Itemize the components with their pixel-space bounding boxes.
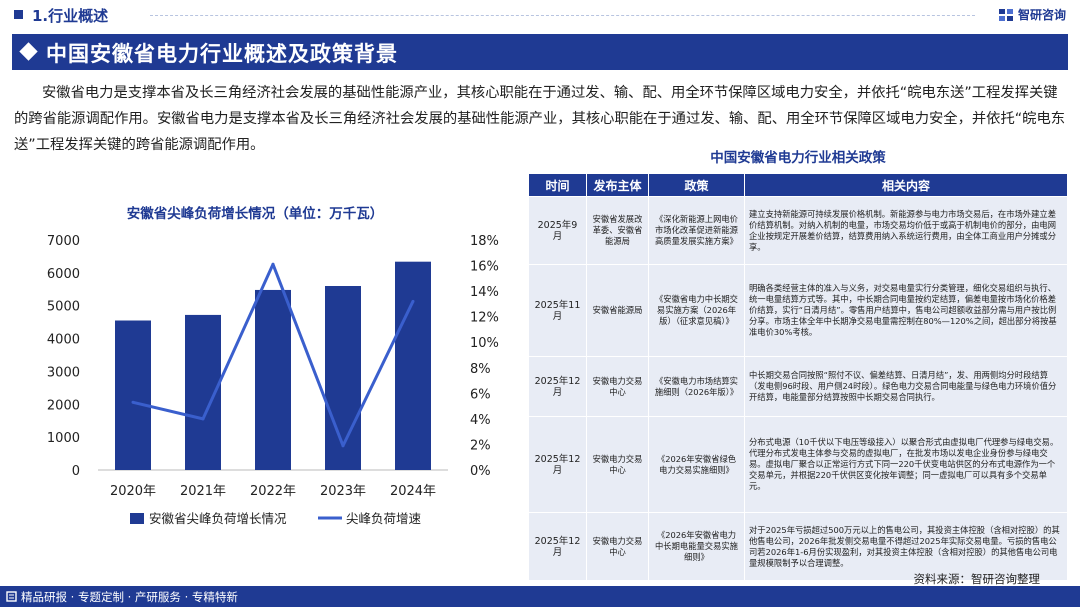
policy-issuer: 安徽电力交易中心 — [586, 512, 649, 581]
y-right-tick-label: 8% — [470, 362, 491, 377]
title-banner: 中国安徽省电力行业概述及政策背景 — [12, 34, 1068, 70]
y-right-tick-label: 14% — [470, 285, 499, 300]
page-title: 中国安徽省电力行业概述及政策背景 — [46, 42, 398, 66]
legend-bar-label: 安徽省尖峰负荷增长情况 — [149, 511, 287, 526]
policy-table: 时间 发布主体 政策 相关内容 2025年9月 安徽省发展改革委、安徽省能源局 《深化新能… — [528, 173, 1068, 581]
brand-name: 智研咨询 — [1017, 8, 1066, 22]
brand-logo-icon — [998, 8, 1013, 21]
growth-rate-point — [341, 444, 345, 448]
y-left-tick-label: 3000 — [47, 365, 80, 380]
policy-content: 中长期交易合同按照“照付不议、偏差结算、日清月结”，发、用两侧均分时段结算（发电… — [744, 356, 1068, 417]
y-left-tick-label: 7000 — [47, 234, 80, 249]
report-icon — [6, 591, 17, 602]
bar — [115, 320, 151, 470]
y-right-tick-label: 16% — [470, 260, 499, 275]
policy-content: 明确各类经营主体的准入与义务，对交易电量实行分类管理，细化交易组织与执行、统一电… — [744, 264, 1068, 357]
policy-date: 2025年12月 — [528, 512, 587, 581]
y-right-tick-label: 4% — [470, 413, 491, 428]
x-tick-label: 2022年 — [250, 484, 296, 499]
policy-date: 2025年9月 — [528, 196, 587, 265]
policy-header-cell: 政策 — [648, 173, 745, 197]
policy-header-cell: 发布主体 — [586, 173, 649, 197]
table-row: 2025年11月 安徽省能源局 《安徽省电力中长期交易实施方案（2026年版）（征求… — [528, 264, 1068, 357]
policy-table-title: 中国安徽省电力行业相关政策 — [710, 150, 886, 166]
policy-header-cell: 相关内容 — [744, 173, 1068, 197]
policy-date: 2025年11月 — [528, 264, 587, 357]
bar — [395, 261, 431, 470]
y-right-tick-label: 2% — [470, 438, 491, 453]
footer-bar: 精品研报 · 专题定制 · 产研服务 · 专精特新 — [0, 586, 1080, 607]
policy-issuer: 安徽省能源局 — [586, 264, 649, 357]
y-right-tick-label: 6% — [470, 387, 491, 402]
policy-name: 《安徽省电力中长期交易实施方案（2026年版）（征求意见稿）》 — [648, 264, 745, 357]
policy-date: 2025年12月 — [528, 416, 587, 513]
growth-rate-point — [131, 400, 135, 404]
policy-header-cell: 时间 — [528, 173, 587, 197]
x-tick-label: 2020年 — [110, 484, 156, 499]
table-row: 2025年12月 安徽电力交易中心 《2026年安徽省电力中长期电能量交易实施细则》… — [528, 512, 1068, 581]
growth-rate-point — [271, 262, 275, 266]
table-row: 2025年12月 安徽电力交易中心 《安徽电力市场结算实施细则（2026年版）》 中长… — [528, 356, 1068, 417]
y-right-tick-label: 12% — [470, 311, 499, 326]
table-row: 2025年9月 安徽省发展改革委、安徽省能源局 《深化新能源上网电价市场化改革促进新… — [528, 196, 1068, 265]
y-left-tick-label: 4000 — [47, 333, 80, 348]
y-left-tick-label: 2000 — [47, 398, 80, 413]
top-bar: 1.行业概述 智研咨询 — [0, 0, 1080, 30]
y-right-tick-label: 10% — [470, 336, 499, 351]
diamond-icon — [19, 42, 38, 61]
y-left-tick-label: 1000 — [47, 431, 80, 446]
y-right-tick-label: 18% — [470, 234, 499, 249]
growth-rate-point — [411, 299, 415, 303]
y-left-tick-label: 6000 — [47, 267, 80, 282]
y-left-tick-label: 0 — [72, 464, 80, 479]
section-title: 1.行业概述 — [32, 7, 109, 25]
x-tick-label: 2023年 — [320, 484, 366, 499]
peak-load-chart: 0 1000 2000 3000 4000 5000 6000 7000 0% 2% 4% 6% 8% 1… — [47, 234, 499, 526]
brand: 智研咨询 — [998, 6, 1066, 23]
policy-issuer: 安徽电力交易中心 — [586, 416, 649, 513]
policy-content: 建立支持新能源可持续发展价格机制。新能源参与电力市场交易后，在市场外建立差价结算… — [744, 196, 1068, 265]
policy-table-header: 时间 发布主体 政策 相关内容 — [528, 173, 1068, 197]
y-right-tick-label: 0% — [470, 464, 491, 479]
policy-date: 2025年12月 — [528, 356, 587, 417]
y-left-tick-label: 5000 — [47, 300, 80, 315]
legend-line-label: 尖峰负荷增速 — [346, 511, 422, 526]
policy-issuer: 安徽省发展改革委、安徽省能源局 — [586, 196, 649, 265]
bar — [325, 286, 361, 470]
bar — [255, 289, 291, 470]
section-marker — [14, 10, 23, 19]
policy-content: 分布式电源（10千伏以下电压等级接入）以聚合形式由虚拟电厂代理参与绿电交易。代理… — [744, 416, 1068, 513]
table-row: 2025年12月 安徽电力交易中心 《2026年安徽省绿色电力交易实施细则》 分布式电… — [528, 416, 1068, 513]
policy-name: 《2026年安徽省绿色电力交易实施细则》 — [648, 416, 745, 513]
policy-content: 对于2025年亏损超过500万元以上的售电公司，其投资主体控股（含相对控股）的其… — [744, 512, 1068, 581]
footer-text: 精品研报 · 专题定制 · 产研服务 · 专精特新 — [21, 590, 238, 604]
policy-name: 《深化新能源上网电价市场化改革促进新能源高质量发展实施方案》 — [648, 196, 745, 265]
policy-name: 《安徽电力市场结算实施细则（2026年版）》 — [648, 356, 745, 417]
x-tick-label: 2024年 — [390, 484, 436, 499]
header-divider — [150, 15, 975, 16]
intro-paragraph: 安徽省电力是支撑本省及长三角经济社会发展的基础性能源产业，其核心职能在于通过发、… — [14, 85, 1066, 153]
legend-bar-swatch — [130, 513, 144, 524]
growth-rate-point — [201, 417, 205, 421]
x-tick-label: 2021年 — [180, 484, 226, 499]
source-note: 资料来源：智研咨询整理 — [913, 572, 1041, 586]
policy-issuer: 安徽电力交易中心 — [586, 356, 649, 417]
chart-title: 安徽省尖峰负荷增长情况（单位：万千瓦） — [126, 206, 384, 222]
policy-name: 《2026年安徽省电力中长期电能量交易实施细则》 — [648, 512, 745, 581]
